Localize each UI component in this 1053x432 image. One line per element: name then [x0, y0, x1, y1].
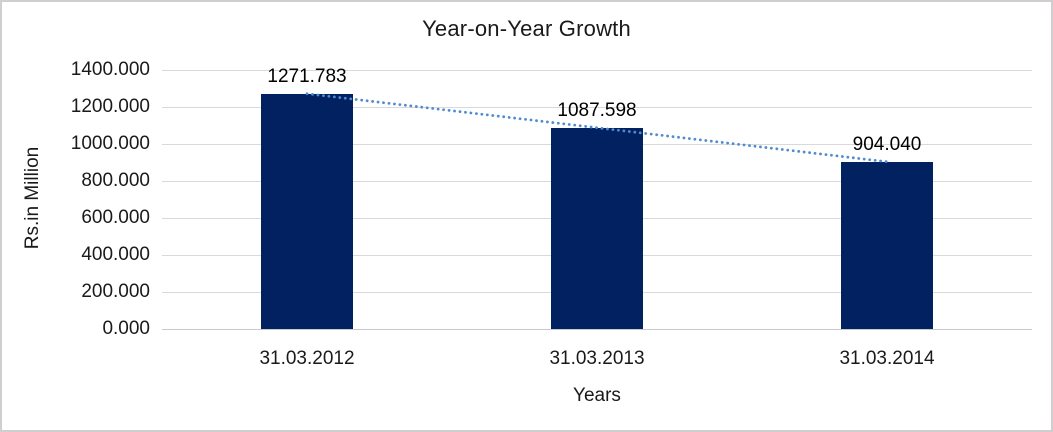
y-tick-label: 400.000 — [81, 244, 150, 265]
bar — [841, 161, 933, 329]
y-tick-label: 0.000 — [102, 318, 150, 339]
x-tick-label: 31.03.2014 — [839, 348, 935, 369]
chart-title: Year-on-Year Growth — [422, 16, 631, 41]
data-label: 1087.598 — [557, 99, 637, 121]
y-tick-label: 1000.000 — [70, 133, 150, 154]
gridline — [162, 69, 1032, 71]
y-tick-label: 800.000 — [81, 170, 150, 191]
y-tick-label: 1200.000 — [70, 96, 150, 117]
y-tick-label: 200.000 — [81, 281, 150, 302]
data-label: 904.040 — [852, 133, 922, 155]
data-label: 1271.783 — [267, 65, 347, 87]
bar — [551, 127, 643, 329]
bar — [261, 93, 353, 329]
x-tick-label: 31.03.2012 — [259, 348, 355, 369]
y-tick-label: 1400.000 — [70, 59, 150, 80]
y-tick-label: 600.000 — [81, 207, 150, 228]
x-axis-title: Years — [573, 385, 621, 406]
x-tick-label: 31.03.2013 — [549, 348, 645, 369]
x-axis-line — [162, 329, 1032, 330]
